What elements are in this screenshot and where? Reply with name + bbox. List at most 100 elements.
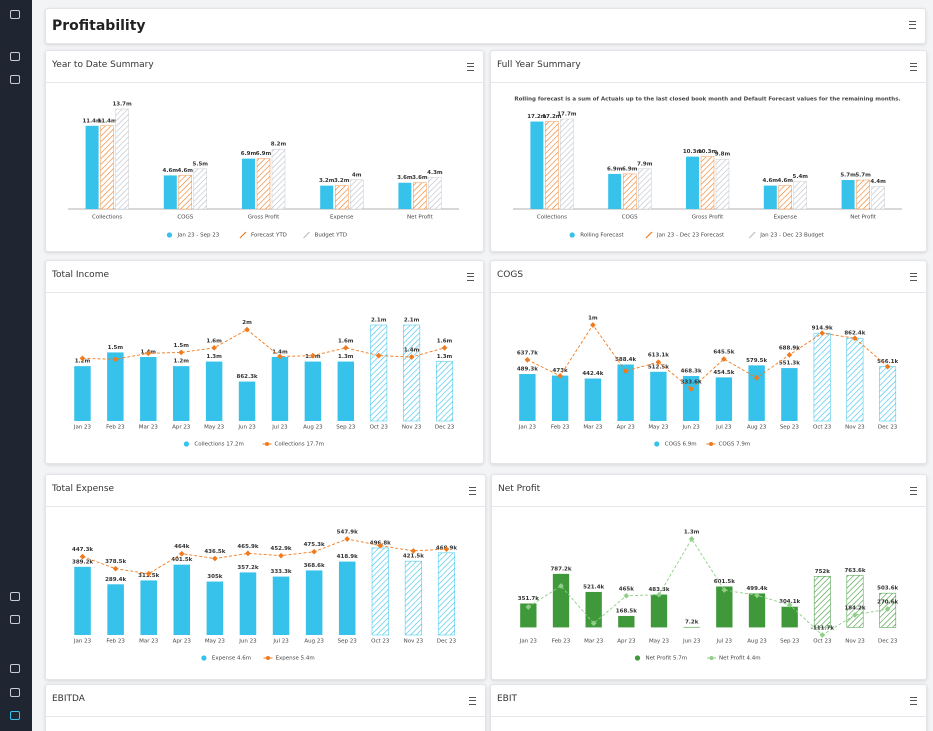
bar bbox=[337, 361, 355, 421]
menu-button[interactable] bbox=[467, 63, 474, 71]
x-tick-label: Net Profit bbox=[850, 215, 877, 221]
panel: EBIT bbox=[490, 684, 927, 731]
line-point bbox=[441, 345, 448, 351]
value-label: 862.3k bbox=[237, 374, 258, 380]
line-point bbox=[344, 536, 351, 542]
page-title: Profitability bbox=[52, 18, 146, 34]
settings-icon[interactable] bbox=[10, 688, 20, 697]
page-header: Profitability bbox=[45, 8, 926, 44]
x-tick-label: Mar 23 bbox=[139, 639, 159, 645]
x-tick-label: Jul 23 bbox=[716, 639, 733, 645]
bar bbox=[115, 108, 129, 210]
menu-button[interactable] bbox=[910, 487, 917, 495]
x-tick-label: Sep 23 bbox=[338, 639, 358, 645]
value-label: 6.9m bbox=[607, 166, 623, 172]
value-label: 579.5k bbox=[746, 358, 767, 364]
x-tick-label: Dec 23 bbox=[437, 639, 457, 645]
bar bbox=[370, 324, 388, 422]
value-label: 1.2m bbox=[75, 359, 91, 365]
value-label: 168.5k bbox=[616, 608, 637, 614]
value-label: 1.3m bbox=[338, 354, 354, 360]
line bbox=[82, 329, 445, 360]
legend-marker bbox=[569, 232, 575, 238]
menu-icon[interactable] bbox=[10, 10, 20, 19]
menu-button[interactable] bbox=[910, 697, 917, 705]
save-icon[interactable] bbox=[10, 592, 20, 601]
x-tick-label: Dec 23 bbox=[435, 425, 455, 431]
bar bbox=[813, 332, 831, 422]
bar bbox=[404, 560, 422, 636]
panel-title: Full Year Summary bbox=[497, 60, 581, 70]
line-point bbox=[524, 356, 531, 363]
bar bbox=[304, 361, 322, 421]
x-tick-label: Gross Profit bbox=[692, 215, 724, 221]
panel-header: Full Year Summary bbox=[491, 51, 926, 83]
menu-button[interactable] bbox=[909, 21, 916, 29]
bar bbox=[107, 584, 124, 635]
users-icon[interactable] bbox=[10, 664, 20, 673]
x-tick-label: May 23 bbox=[205, 639, 226, 645]
legend-marker bbox=[634, 655, 641, 661]
value-label: 4.3m bbox=[427, 170, 443, 176]
value-label: 5.7m bbox=[855, 173, 871, 179]
value-label: -111.7k bbox=[811, 626, 835, 632]
value-label: 1.5m bbox=[173, 343, 189, 349]
x-tick-label: Nov 23 bbox=[845, 425, 865, 431]
bar bbox=[637, 168, 652, 210]
sidebar bbox=[0, 0, 32, 731]
x-tick-label: Feb 23 bbox=[552, 639, 571, 645]
value-label: 752k bbox=[815, 569, 830, 575]
value-label: 645.5k bbox=[713, 350, 734, 356]
panel-header: EBIT bbox=[491, 685, 926, 717]
x-tick-label: Net Profit bbox=[407, 215, 434, 221]
value-label: 1.3m bbox=[684, 530, 700, 536]
value-label: 401.5k bbox=[171, 557, 192, 563]
panel-title: Total Income bbox=[52, 270, 109, 280]
bar bbox=[519, 374, 536, 421]
bar bbox=[650, 371, 667, 421]
menu-button[interactable] bbox=[910, 63, 917, 71]
value-label: 465.9k bbox=[237, 544, 258, 550]
bar bbox=[205, 361, 223, 421]
line-point bbox=[623, 592, 630, 599]
value-label: 17.7m bbox=[557, 112, 577, 118]
table-icon[interactable] bbox=[10, 615, 20, 624]
legend-marker bbox=[201, 655, 207, 661]
panel-header: Year to Date Summary bbox=[46, 51, 483, 83]
x-tick-label: Jul 23 bbox=[715, 425, 732, 431]
menu-button[interactable] bbox=[469, 697, 476, 705]
x-tick-label: Expense bbox=[330, 215, 354, 221]
bar bbox=[778, 185, 792, 210]
bar bbox=[781, 368, 798, 421]
line-point bbox=[79, 355, 86, 362]
value-label: 333.3k bbox=[271, 569, 292, 575]
value-label: 4.6m bbox=[178, 168, 194, 174]
bar bbox=[271, 148, 286, 210]
value-label: 521.4k bbox=[583, 584, 604, 590]
bar bbox=[436, 361, 454, 422]
value-label: 503.6k bbox=[877, 586, 898, 592]
legend-label: Expense 4.6m bbox=[212, 656, 251, 662]
value-label: 465k bbox=[619, 586, 634, 592]
menu-button[interactable] bbox=[467, 273, 474, 281]
bar bbox=[271, 357, 289, 421]
reports-icon[interactable] bbox=[10, 75, 20, 84]
bar bbox=[618, 615, 635, 628]
legend-marker bbox=[183, 441, 189, 447]
value-label: 378.5k bbox=[105, 559, 126, 565]
bar bbox=[715, 158, 730, 210]
bar bbox=[584, 378, 602, 421]
value-label: 1.3m bbox=[437, 354, 453, 360]
bar bbox=[700, 156, 715, 210]
value-label: 1.6m bbox=[206, 338, 222, 344]
legend-label: Jan 23 - Dec 23 Budget bbox=[759, 233, 824, 239]
x-tick-label: Jan 23 bbox=[519, 639, 538, 645]
menu-button[interactable] bbox=[469, 487, 476, 495]
x-tick-label: Sep 23 bbox=[336, 425, 356, 431]
sync-icon[interactable] bbox=[10, 711, 20, 720]
value-label: 3.6m bbox=[397, 175, 413, 181]
menu-button[interactable] bbox=[910, 273, 917, 281]
legend-label: COGS 6.9m bbox=[665, 442, 697, 448]
dashboard-icon[interactable] bbox=[10, 52, 20, 61]
value-label: 688.9k bbox=[779, 345, 800, 351]
